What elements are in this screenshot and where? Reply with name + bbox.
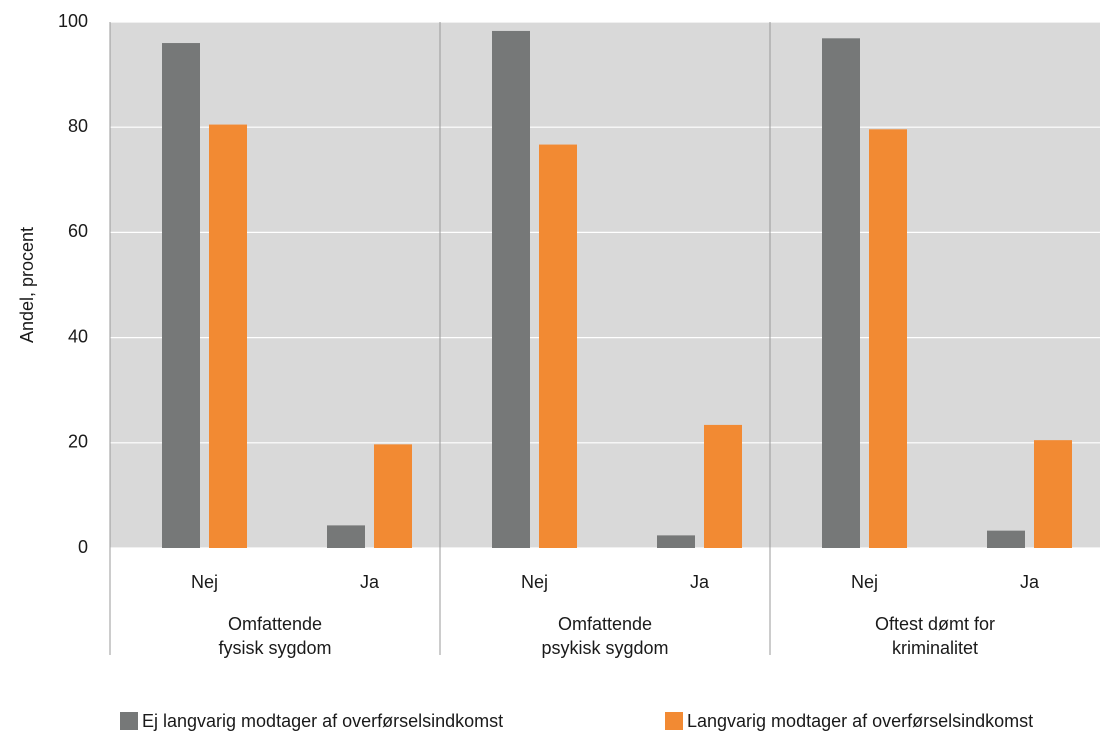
x-tick-label: Ja (690, 572, 710, 592)
y-tick-label: 80 (68, 116, 88, 136)
bar (704, 424, 742, 548)
bar (657, 535, 695, 548)
y-tick-label: 0 (78, 537, 88, 557)
bar (162, 43, 200, 548)
x-tick-label: Nej (521, 572, 548, 592)
group-label: psykisk sygdom (541, 638, 668, 658)
group-label: kriminalitet (892, 638, 978, 658)
x-tick-label: Nej (851, 572, 878, 592)
y-tick-label: 20 (68, 432, 88, 452)
legend-label: Langvarig modtager af overførselsindkoms… (687, 711, 1033, 731)
bar (539, 144, 577, 549)
x-tick-label: Ja (360, 572, 380, 592)
group-label: Oftest dømt for (875, 614, 995, 634)
bar (987, 530, 1025, 548)
group-label: Omfattende (558, 614, 652, 634)
group-label: Omfattende (228, 614, 322, 634)
plot-area (110, 22, 1100, 548)
bar (869, 129, 907, 548)
bar (327, 525, 365, 548)
legend-swatch (120, 712, 138, 730)
x-tick-label: Nej (191, 572, 218, 592)
y-axis-label: Andel, procent (17, 227, 37, 343)
group-label: fysisk sygdom (218, 638, 331, 658)
bar (492, 30, 530, 548)
legend-label: Ej langvarig modtager af overførselsindk… (142, 711, 503, 731)
bar (209, 124, 247, 548)
x-tick-label: Ja (1020, 572, 1040, 592)
legend-swatch (665, 712, 683, 730)
bar (374, 444, 412, 548)
bar (822, 38, 860, 548)
y-tick-label: 100 (58, 11, 88, 31)
bar (1034, 440, 1072, 548)
y-tick-label: 40 (68, 326, 88, 346)
y-tick-label: 60 (68, 221, 88, 241)
